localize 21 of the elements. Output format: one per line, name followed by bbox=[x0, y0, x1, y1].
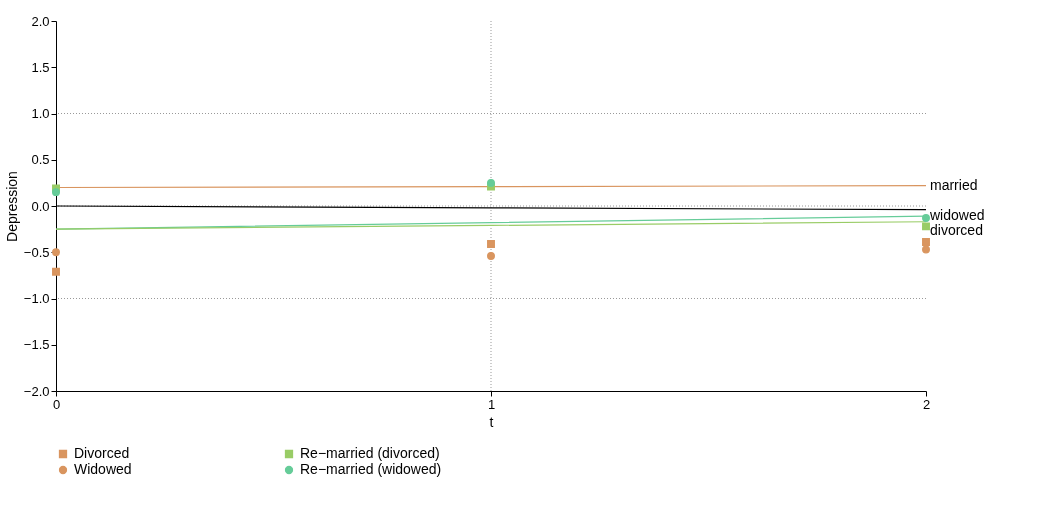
x-tick-label: 2 bbox=[922, 396, 931, 412]
y-axis-title: Depression bbox=[3, 171, 20, 242]
legend-label: Divorced bbox=[74, 445, 130, 461]
y-tick-label: 1.5 bbox=[31, 59, 50, 75]
y-tick-label: −1.0 bbox=[23, 291, 50, 306]
x-tick-label: 0 bbox=[52, 396, 61, 412]
y-tick-label: −2.0 bbox=[23, 383, 50, 399]
x-tick-label: 1 bbox=[487, 396, 496, 412]
y-tick-label: 2.0 bbox=[31, 13, 50, 29]
series-label: divorced bbox=[930, 222, 983, 239]
legend-label: Re−married (widowed) bbox=[300, 461, 442, 477]
y-tick-label: 0.5 bbox=[31, 152, 50, 168]
x-axis-title: t bbox=[489, 413, 494, 430]
series-label: married bbox=[930, 176, 978, 193]
y-tick-label: 1.0 bbox=[31, 106, 50, 121]
legend-label: Widowed bbox=[74, 461, 132, 477]
series-label: widowed bbox=[929, 207, 985, 224]
y-tick-label: −0.5 bbox=[23, 244, 50, 260]
legend-label: Re−married (divorced) bbox=[300, 445, 440, 461]
y-tick-label: 0.0 bbox=[31, 198, 50, 214]
y-tick-label: −1.5 bbox=[23, 337, 50, 353]
